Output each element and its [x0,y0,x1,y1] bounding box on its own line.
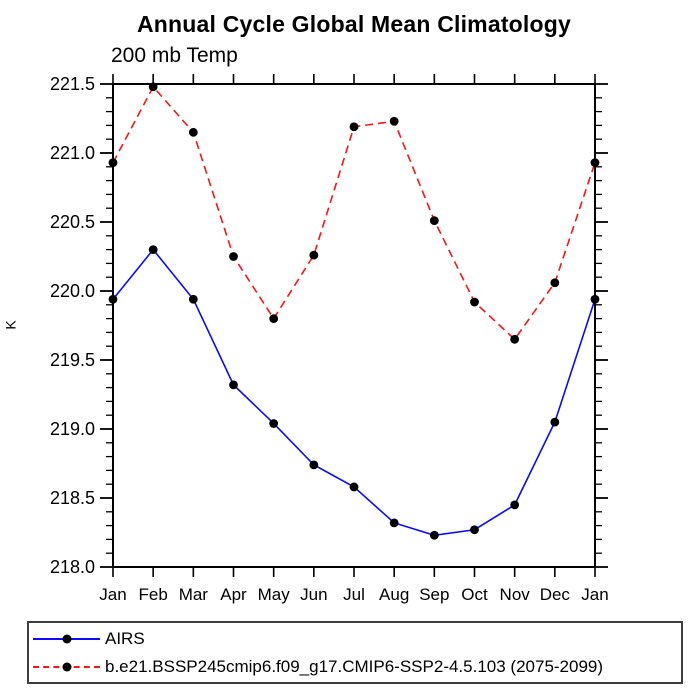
data-point-marker [188,127,198,137]
data-point-marker [349,482,359,492]
data-point-marker [269,419,279,428]
data-point-marker [188,294,198,304]
data-point-marker [229,252,238,261]
data-point-marker [108,294,118,304]
month-label: Sep [419,585,449,604]
month-label: Jun [300,585,327,604]
data-point-marker [429,530,439,540]
legend-airs-marker-dot [62,634,71,643]
data-point-marker [349,122,359,132]
data-point-marker [550,417,560,427]
y-tick-label: 219.0 [50,419,95,439]
legend-airs-label: AIRS [105,628,145,648]
month-label: Jan [99,585,126,604]
y-tick-label: 218.5 [50,488,95,508]
month-label: May [258,585,291,604]
data-point-marker [148,245,158,255]
chart-subtitle: 200 mb Temp [111,44,238,67]
legend-box: AIRS b.e21.BSSP245cmip6.f09_g17.CMIP6-SS… [27,621,683,684]
data-point-marker [510,500,520,510]
y-tick-label: 220.0 [50,281,95,301]
month-label: Feb [139,585,168,604]
data-point-marker [470,525,479,535]
month-label: Mar [179,585,209,604]
legend-airs-line-sample [33,634,100,643]
data-point-marker [309,250,319,260]
series-line-airs [112,248,596,537]
month-label: Jul [343,585,365,604]
y-axis-label: K [2,320,19,330]
y-tick-label: 218.0 [50,557,95,577]
data-point-marker [389,116,399,126]
y-tick-label: 221.0 [50,143,95,163]
y-tick-label: 219.5 [50,350,95,370]
month-label: Apr [220,585,247,604]
legend-model-label: b.e21.BSSP245cmip6.f09_g17.CMIP6-SSP2-4.… [105,656,604,676]
data-point-marker [309,460,319,470]
legend-row-airs: AIRS [29,625,681,653]
month-label: Oct [461,585,488,604]
y-tick-label: 220.5 [50,212,95,232]
month-label: Jan [581,585,608,604]
data-point-marker [590,158,600,168]
data-point-marker [269,314,279,323]
month-label: Dec [540,585,571,604]
data-point-marker [470,297,479,307]
data-point-marker [229,380,238,390]
data-point-marker [389,518,399,528]
data-point-marker [550,278,560,288]
data-point-marker [590,294,600,304]
data-point-marker [148,82,158,92]
data-point-marker [510,334,520,344]
month-label: Nov [500,585,531,604]
y-tick-label: 221.5 [50,74,95,94]
legend-row-model: b.e21.BSSP245cmip6.f09_g17.CMIP6-SSP2-4.… [29,653,681,681]
legend-model-marker-dot [62,662,71,671]
plot-frame [112,83,596,568]
data-point-marker [429,216,439,226]
chart-title: Annual Cycle Global Mean Climatology [136,11,572,37]
legend-model-line-sample [33,662,100,671]
data-point-marker [108,158,118,168]
month-label: Aug [379,585,409,604]
